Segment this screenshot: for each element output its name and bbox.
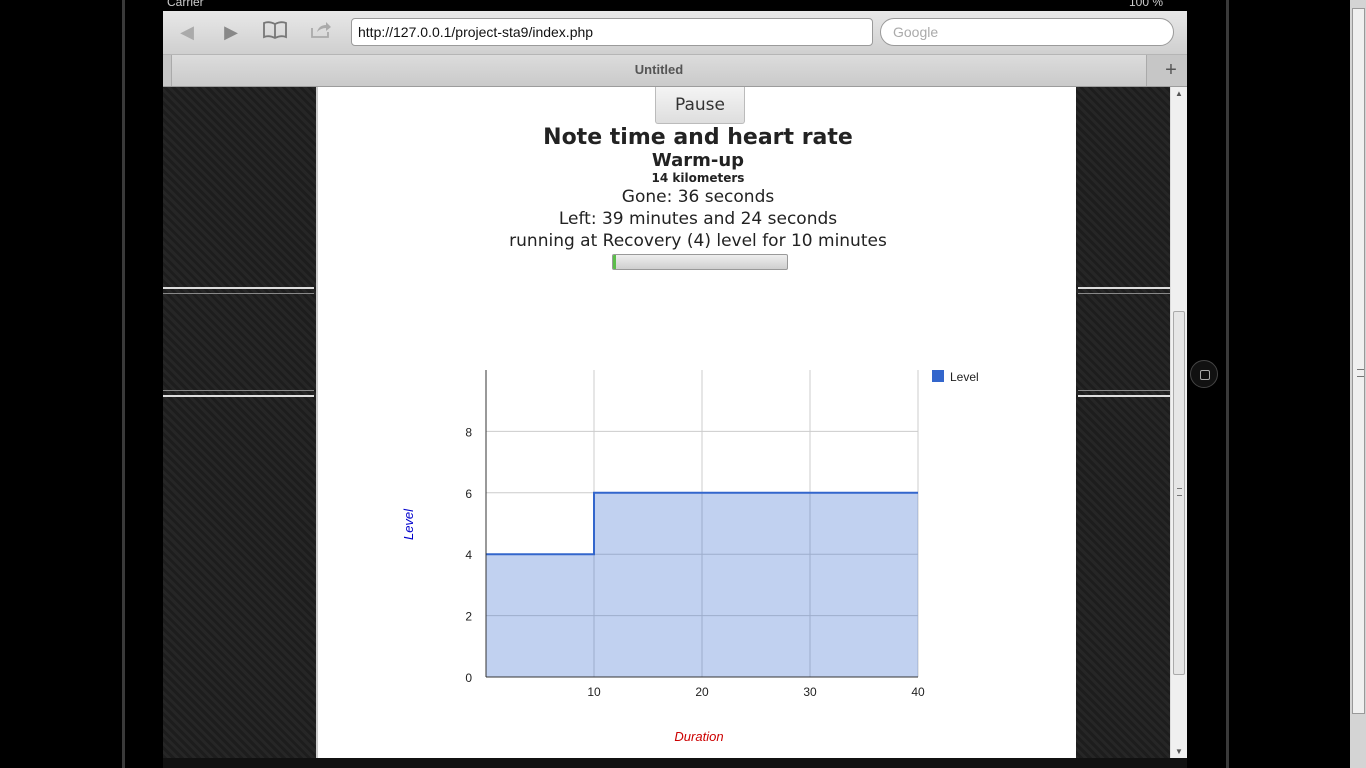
x-axis-title: Duration bbox=[674, 729, 723, 744]
simulator-frame-left bbox=[122, 0, 125, 768]
forward-arrow-icon[interactable]: ▶ bbox=[224, 22, 238, 42]
workout-panel: Pause Note time and heart rate Warm-up 1… bbox=[316, 87, 1076, 758]
tab-untitled[interactable]: Untitled bbox=[171, 55, 1147, 86]
status-bar: Carrier 100 % bbox=[163, 0, 1187, 11]
elapsed-time: Gone: 36 seconds bbox=[621, 187, 775, 207]
browser-toolbar: ◀ ▶ http://127.0.0.1/project-sta9/index.… bbox=[163, 11, 1187, 55]
y-tick-label: 8 bbox=[465, 425, 472, 439]
level-chart: 10 20 30 40 0 2 4 6 8 Duration Level Level bbox=[401, 370, 979, 744]
x-tick-label: 10 bbox=[587, 685, 601, 699]
plus-icon[interactable]: + bbox=[1165, 59, 1177, 81]
background-stripe bbox=[1078, 287, 1170, 397]
background-stripe bbox=[163, 287, 314, 397]
share-icon[interactable] bbox=[307, 20, 335, 44]
legend-swatch-level bbox=[932, 370, 944, 382]
progress-bar bbox=[612, 254, 788, 270]
tab-bar: Untitled + bbox=[163, 55, 1187, 87]
progress-fill bbox=[613, 255, 616, 269]
page-viewport: Pause Note time and heart rate Warm-up 1… bbox=[163, 87, 1187, 758]
distance-label: 14 kilometers bbox=[651, 171, 745, 185]
window-scrollbar[interactable] bbox=[1350, 0, 1366, 768]
scroll-thumb[interactable] bbox=[1173, 311, 1185, 675]
y-tick-label: 0 bbox=[465, 671, 472, 685]
task-title: Note time and heart rate bbox=[543, 125, 853, 150]
y-tick-label: 2 bbox=[465, 610, 472, 624]
scroll-down-icon[interactable]: ▼ bbox=[1175, 747, 1183, 756]
carrier-label: Carrier bbox=[167, 0, 204, 9]
back-arrow-icon[interactable]: ◀ bbox=[180, 22, 194, 42]
url-field[interactable]: http://127.0.0.1/project-sta9/index.php bbox=[351, 18, 873, 46]
phase-title: Warm-up bbox=[651, 150, 745, 171]
y-axis-title: Level bbox=[401, 508, 416, 540]
x-tick-label: 20 bbox=[695, 685, 709, 699]
x-tick-label: 40 bbox=[911, 685, 925, 699]
x-tick-label: 30 bbox=[803, 685, 817, 699]
series-area-level bbox=[486, 492, 918, 677]
search-field[interactable]: Google bbox=[880, 18, 1174, 46]
bottom-bar bbox=[163, 758, 1187, 768]
current-step: running at Recovery (4) level for 10 min… bbox=[509, 231, 887, 251]
remaining-time: Left: 39 minutes and 24 seconds bbox=[558, 209, 838, 229]
y-tick-label: 4 bbox=[465, 548, 472, 562]
simulator-frame-right bbox=[1226, 0, 1229, 768]
series-line-level bbox=[486, 491, 918, 556]
scroll-up-icon[interactable]: ▲ bbox=[1175, 89, 1183, 98]
open-book-icon[interactable] bbox=[261, 20, 289, 44]
home-button-icon[interactable] bbox=[1190, 360, 1218, 388]
pause-button[interactable]: Pause bbox=[655, 87, 745, 124]
legend-label-level: Level bbox=[950, 370, 979, 384]
page-scrollbar[interactable]: ▲ ▼ bbox=[1170, 87, 1187, 758]
y-tick-label: 6 bbox=[465, 487, 472, 501]
battery-label: 100 % bbox=[1128, 0, 1163, 9]
